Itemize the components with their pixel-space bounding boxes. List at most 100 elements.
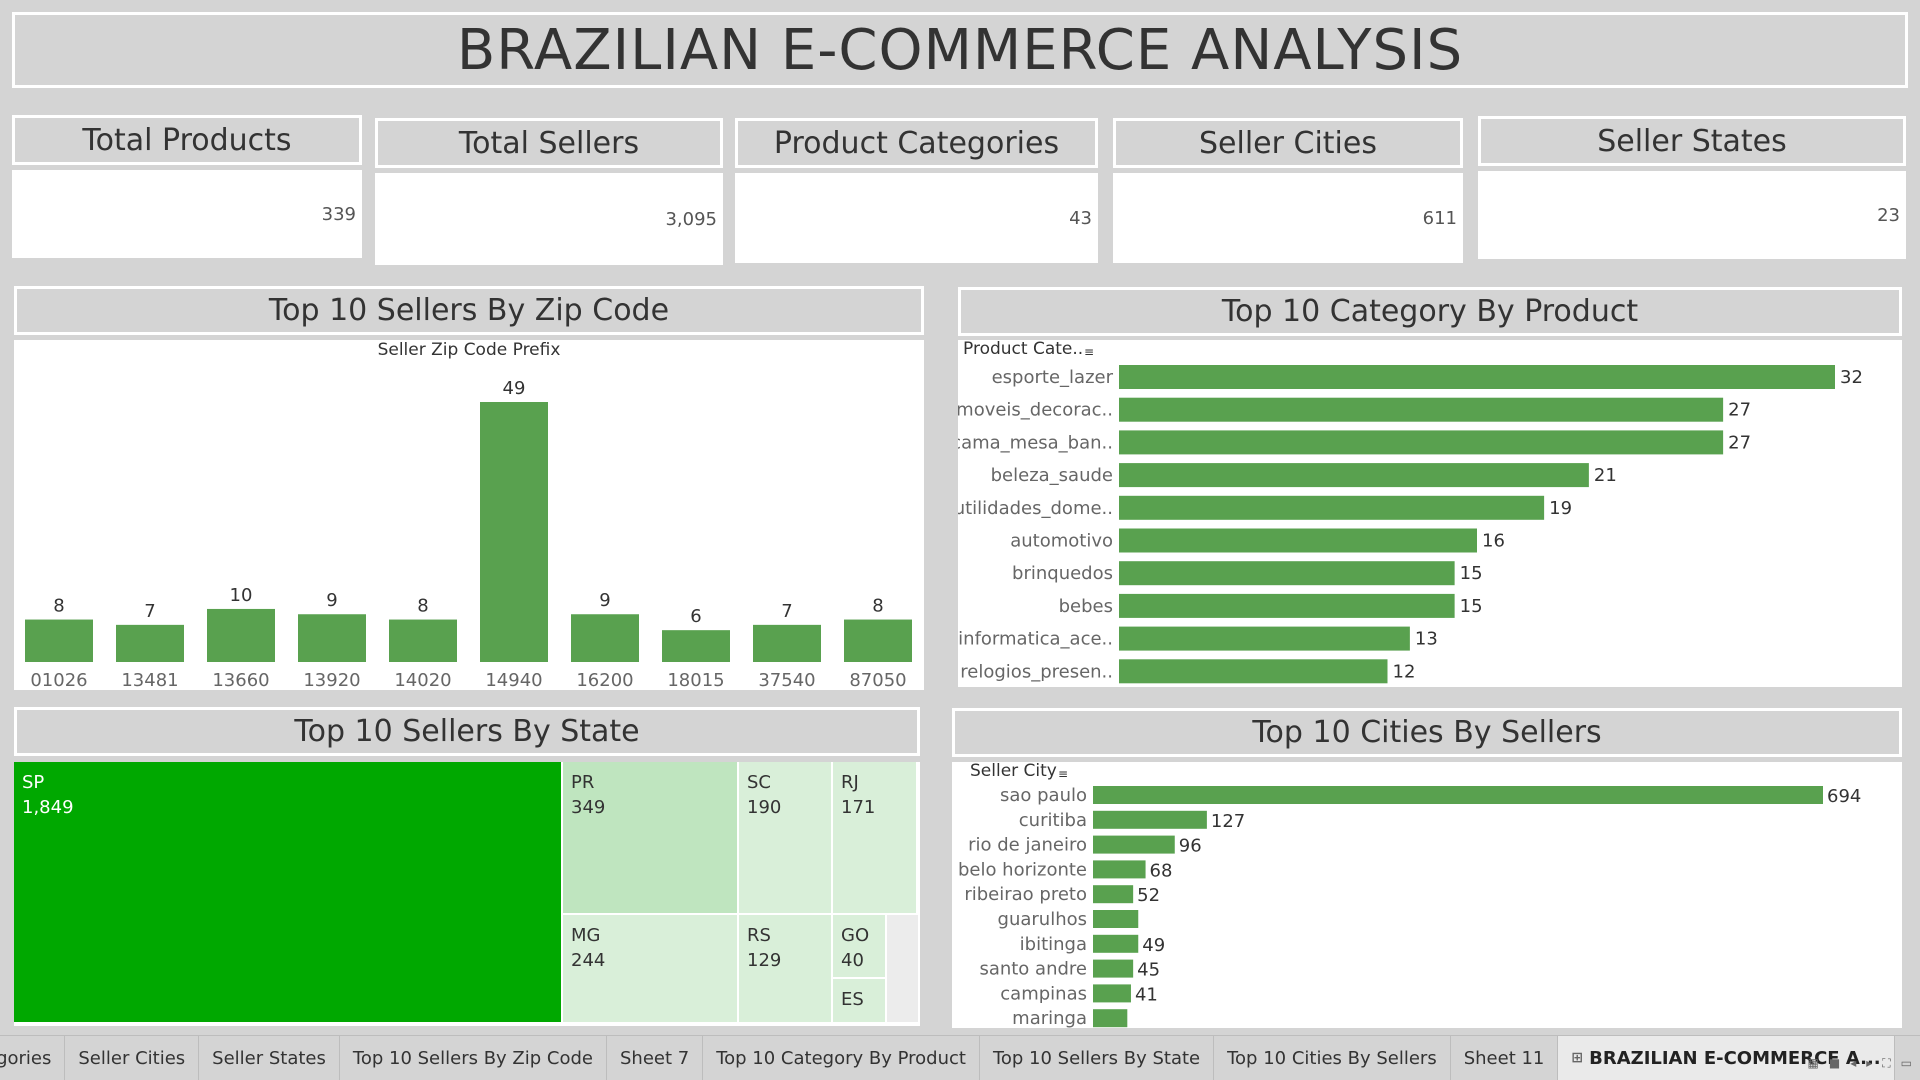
category-bar-value: 19 bbox=[1549, 498, 1572, 519]
city-bar-value: 49 bbox=[1142, 935, 1165, 956]
treemap-state-value: 244 bbox=[571, 950, 606, 971]
sort-icon: ≡ bbox=[1084, 345, 1094, 359]
category-label: moveis_decorac.. bbox=[958, 400, 1113, 421]
fullscreen-icon[interactable]: ⛶ bbox=[1882, 1056, 1891, 1070]
filmstrip-icon[interactable]: ■ bbox=[1828, 1056, 1841, 1070]
sheet-tab[interactable]: Seller States bbox=[199, 1036, 340, 1080]
city-bar-value: 45 bbox=[1137, 960, 1160, 981]
zip-bar-value: 7 bbox=[144, 601, 155, 622]
sheet-tab[interactable]: Top 10 Cities By Sellers bbox=[1214, 1036, 1451, 1080]
category-bar bbox=[1119, 593, 1455, 618]
treemap-cell-other bbox=[887, 915, 920, 1024]
sheet-tab-label: Top 10 Cities By Sellers bbox=[1227, 1047, 1437, 1069]
category-bar-value: 27 bbox=[1728, 400, 1751, 421]
city-label: ibitinga bbox=[1020, 934, 1087, 955]
kpi-total-sellers-value: 3,095 bbox=[375, 173, 723, 265]
sheet-tab[interactable]: egories bbox=[0, 1036, 66, 1080]
category-bar-value: 12 bbox=[1393, 661, 1416, 682]
city-label: campinas bbox=[1000, 983, 1087, 1004]
sheet-tab-bar: egories Seller Cities Seller States Top 10 … bbox=[0, 1035, 1920, 1080]
grid-view-icon[interactable]: ▦ bbox=[1807, 1056, 1819, 1070]
city-label: ribeirao preto bbox=[964, 884, 1087, 905]
kpi-seller-cities-value: 611 bbox=[1113, 173, 1463, 263]
category-bar-value: 16 bbox=[1482, 531, 1505, 552]
sheet-navigation: ▦ ■ ◂ ▸ ⛶ ▭ bbox=[1808, 1056, 1913, 1071]
treemap-cell-rs: RS 129 bbox=[739, 915, 833, 1024]
category-bar-value: 13 bbox=[1415, 629, 1438, 650]
category-bar bbox=[1119, 397, 1724, 422]
treemap-state-value: 40 bbox=[841, 950, 864, 971]
zip-bar-value: 6 bbox=[690, 606, 701, 627]
category-bar bbox=[1119, 528, 1477, 553]
kpi-label: Total Products bbox=[82, 122, 292, 158]
zip-tick-label: 13920 bbox=[303, 670, 360, 690]
kpi-label: Seller Cities bbox=[1199, 125, 1377, 161]
dashboard-icon: ⊞ bbox=[1571, 1050, 1584, 1066]
kpi-label: Total Sellers bbox=[458, 125, 640, 161]
sheet-tab[interactable]: ⊞ BRAZILIAN E-COMMERCE A... bbox=[1558, 1036, 1895, 1080]
category-bar bbox=[1119, 430, 1724, 455]
zip-bar bbox=[298, 614, 366, 662]
sheet-tab-label: BRAZILIAN E-COMMERCE A... bbox=[1589, 1047, 1881, 1069]
sheet-tab[interactable]: Top 10 Sellers By State bbox=[980, 1036, 1215, 1080]
city-bar bbox=[1093, 810, 1207, 829]
treemap-state-label: RS bbox=[747, 925, 771, 946]
kpi-product-categories-value: 43 bbox=[735, 173, 1098, 263]
category-label: bebes bbox=[1059, 596, 1113, 617]
sheet-tab-label: Sheet 11 bbox=[1463, 1047, 1545, 1069]
next-sheet-icon[interactable]: ▸ bbox=[1866, 1056, 1873, 1070]
sheet-tab-label: Top 10 Sellers By State bbox=[992, 1047, 1201, 1069]
zip-tick-label: 87050 bbox=[849, 670, 906, 690]
category-bar-value: 21 bbox=[1594, 465, 1617, 486]
treemap-cell-sp: SP 1,849 bbox=[14, 762, 563, 1024]
city-label: sao paulo bbox=[1000, 785, 1087, 806]
city-label: santo andre bbox=[979, 959, 1087, 980]
category-bar bbox=[1119, 495, 1545, 520]
dashboard-title: BRAZILIAN E-COMMERCE ANALYSIS bbox=[12, 12, 1908, 88]
city-bar-value: 694 bbox=[1827, 786, 1861, 807]
zip-bar-value: 9 bbox=[599, 590, 610, 611]
category-bar bbox=[1119, 626, 1410, 651]
city-bar bbox=[1093, 860, 1146, 879]
treemap-state-value: 349 bbox=[571, 797, 606, 818]
sheet-tab[interactable]: Seller Cities bbox=[65, 1036, 200, 1080]
zip-bar bbox=[389, 619, 457, 662]
zip-tick-label: 14940 bbox=[485, 670, 542, 690]
city-bar bbox=[1093, 1009, 1128, 1028]
zip-bar-value: 10 bbox=[230, 585, 253, 606]
presentation-icon[interactable]: ▭ bbox=[1900, 1056, 1912, 1070]
treemap-state-value: 1,849 bbox=[22, 797, 74, 818]
category-panel-header: Top 10 Category By Product bbox=[958, 287, 1902, 336]
previous-sheet-icon[interactable]: ◂ bbox=[1850, 1056, 1857, 1070]
category-bar bbox=[1119, 659, 1388, 684]
city-bar bbox=[1093, 910, 1139, 928]
zip-bar-chart: Seller Zip Code Prefix 8 01026 7 13481 10 1366… bbox=[25, 340, 912, 690]
category-bar-chart: Product Cate.. ≡ esporte_lazer 32 moveis_dec… bbox=[958, 340, 1863, 684]
kpi-product-categories-header: Product Categories bbox=[735, 118, 1098, 168]
kpi-seller-cities-header: Seller Cities bbox=[1113, 118, 1463, 168]
sheet-tab[interactable]: Sheet 7 bbox=[607, 1036, 704, 1080]
city-bar-value: 127 bbox=[1211, 811, 1245, 832]
zip-bar-value: 49 bbox=[503, 378, 526, 399]
zip-bar-value: 8 bbox=[872, 596, 883, 617]
treemap-state-label: SC bbox=[747, 772, 771, 793]
category-bar bbox=[1119, 365, 1835, 389]
sheet-tab[interactable]: Top 10 Sellers By Zip Code bbox=[340, 1036, 607, 1080]
treemap-cell-pr: PR 349 bbox=[563, 762, 739, 915]
kpi-total-products-value: 339 bbox=[12, 170, 362, 258]
sheet-tab[interactable]: Top 10 Category By Product bbox=[703, 1036, 980, 1080]
zip-tick-label: 01026 bbox=[30, 670, 87, 690]
panel-title: Top 10 Sellers By State bbox=[294, 714, 640, 749]
kpi-label: Product Categories bbox=[773, 125, 1060, 161]
category-label: relogios_presen.. bbox=[960, 661, 1113, 682]
category-bar bbox=[1119, 561, 1455, 586]
kpi-value: 3,095 bbox=[665, 208, 717, 230]
treemap-state-label: RJ bbox=[841, 772, 859, 793]
sheet-tab[interactable]: Sheet 11 bbox=[1451, 1036, 1559, 1080]
zip-axis-header: Seller Zip Code Prefix bbox=[378, 340, 561, 360]
zip-bar-value: 9 bbox=[326, 590, 337, 611]
sort-icon: ≡ bbox=[1058, 767, 1068, 781]
sheet-tab-label: egories bbox=[0, 1047, 52, 1069]
kpi-value: 611 bbox=[1422, 207, 1457, 229]
category-bar bbox=[1119, 463, 1589, 488]
